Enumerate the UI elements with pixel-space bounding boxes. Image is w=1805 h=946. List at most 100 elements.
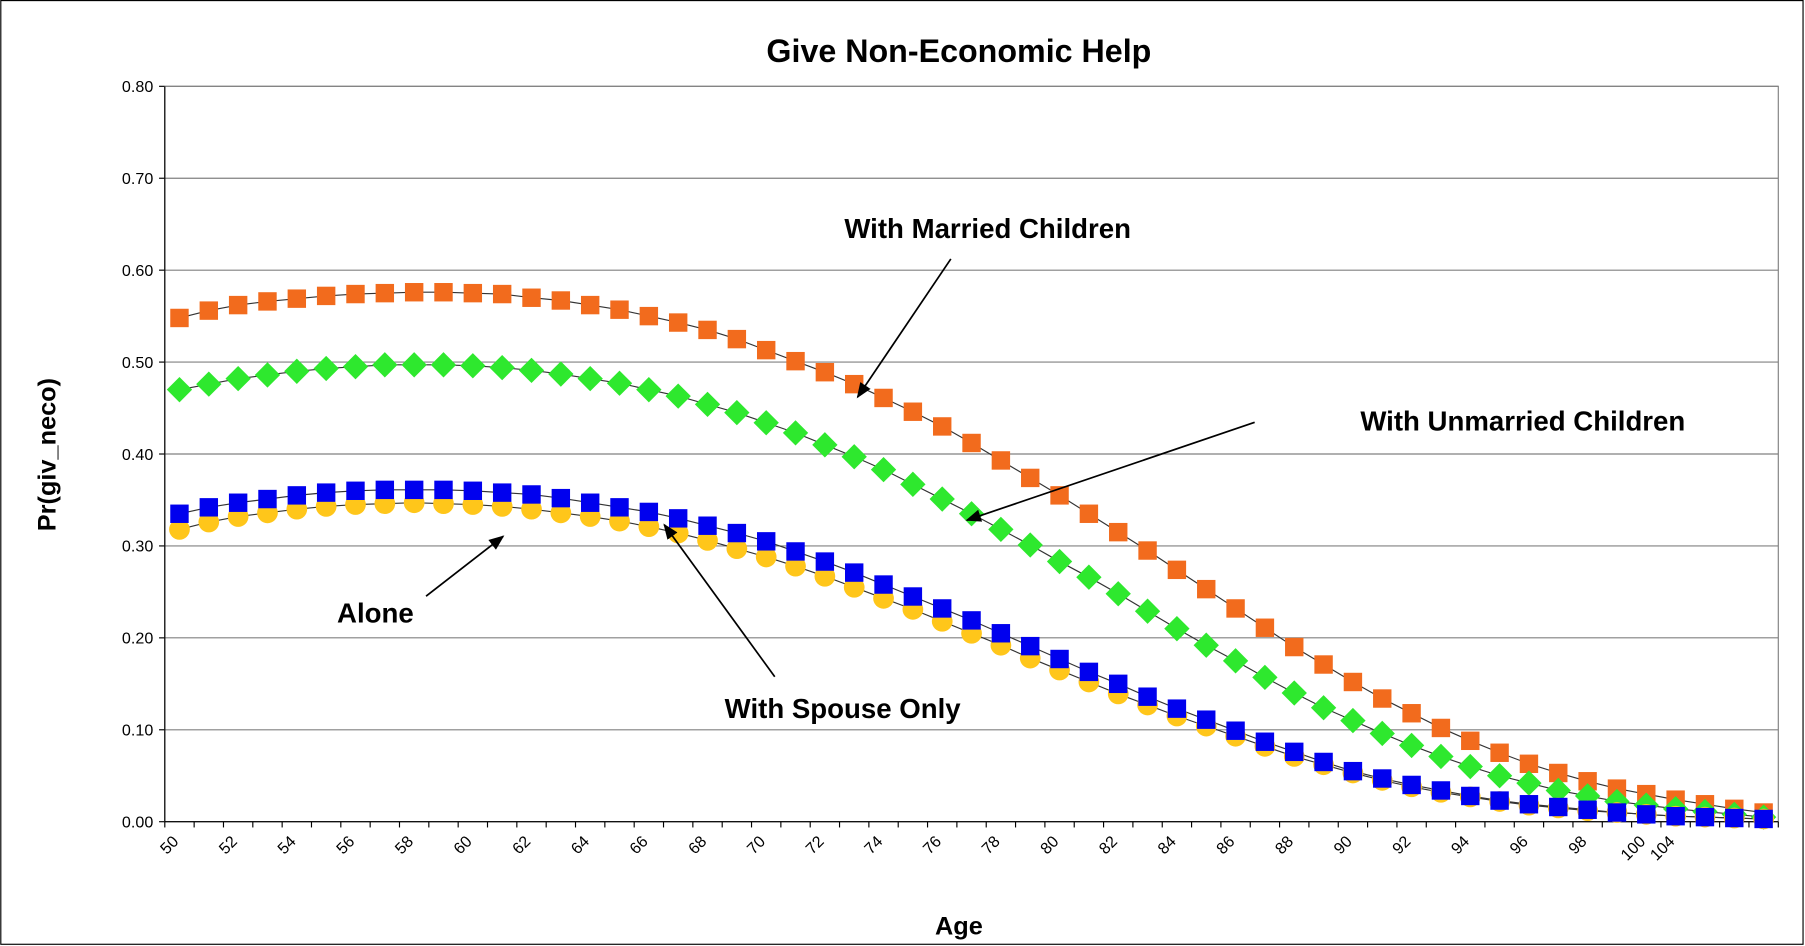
- marker: [1314, 655, 1333, 674]
- y-tick-label: 0.60: [122, 262, 153, 280]
- marker: [521, 498, 542, 520]
- marker: [1461, 786, 1480, 806]
- marker: [753, 410, 779, 436]
- marker: [169, 519, 190, 540]
- y-tick-label: 0.80: [122, 78, 153, 96]
- y-tick-label: 0.10: [122, 722, 153, 740]
- y-axis-label: Pr(giv_neco): [33, 378, 61, 531]
- marker: [196, 371, 222, 397]
- marker: [166, 377, 193, 403]
- marker: [1310, 695, 1337, 721]
- marker: [254, 362, 281, 388]
- marker: [1725, 808, 1744, 828]
- marker: [1252, 664, 1278, 691]
- marker: [606, 370, 633, 396]
- annotation-arrow: [425, 535, 505, 597]
- marker: [1109, 674, 1128, 694]
- marker: [1021, 636, 1040, 656]
- marker: [489, 354, 515, 381]
- marker: [815, 362, 835, 382]
- marker: [1373, 769, 1392, 788]
- marker: [1285, 637, 1304, 657]
- marker: [668, 313, 688, 332]
- marker: [1079, 662, 1099, 682]
- marker: [522, 288, 541, 307]
- annotation-arrow: [856, 258, 952, 399]
- marker: [844, 374, 864, 394]
- marker: [1545, 777, 1571, 804]
- marker: [1490, 743, 1509, 762]
- marker: [550, 502, 572, 524]
- marker: [1340, 707, 1366, 734]
- marker: [434, 283, 453, 302]
- annotation: Alone: [337, 598, 414, 629]
- y-tick-label: 0.70: [122, 170, 153, 188]
- marker: [610, 300, 629, 319]
- annotation-arrow: [965, 421, 1255, 522]
- marker: [933, 599, 952, 618]
- y-tick-label: 0.50: [122, 354, 153, 372]
- y-tick-label: 0.20: [122, 630, 153, 648]
- x-axis-label: Age: [935, 912, 983, 940]
- marker: [1486, 763, 1513, 789]
- marker: [1549, 763, 1568, 783]
- marker: [694, 391, 721, 418]
- marker: [1164, 616, 1190, 642]
- marker: [1695, 807, 1715, 827]
- marker: [1285, 742, 1304, 762]
- marker: [1167, 699, 1187, 718]
- marker: [962, 611, 981, 630]
- marker: [1637, 805, 1656, 824]
- marker: [551, 488, 571, 508]
- marker: [1402, 775, 1421, 795]
- marker: [874, 388, 893, 408]
- marker: [639, 502, 659, 522]
- annotation: With Spouse Only: [725, 693, 962, 724]
- marker: [1428, 743, 1454, 770]
- marker: [1431, 781, 1451, 800]
- marker: [580, 493, 600, 512]
- annotation: With Unmarried Children: [1360, 405, 1685, 436]
- marker: [372, 352, 398, 378]
- marker: [1226, 721, 1245, 740]
- marker: [844, 563, 864, 582]
- marker: [786, 542, 805, 561]
- marker: [287, 289, 307, 308]
- marker: [1666, 806, 1685, 826]
- marker: [518, 357, 545, 384]
- marker: [874, 575, 893, 594]
- marker: [1431, 718, 1451, 738]
- marker: [815, 552, 835, 571]
- marker: [199, 301, 219, 320]
- marker: [1197, 579, 1216, 599]
- marker: [933, 417, 952, 436]
- marker: [548, 361, 574, 387]
- marker: [1197, 710, 1216, 729]
- marker: [991, 451, 1011, 470]
- marker: [460, 353, 486, 379]
- marker: [258, 292, 277, 311]
- marker: [1549, 797, 1568, 817]
- marker: [1754, 809, 1773, 829]
- marker: [316, 483, 336, 502]
- marker: [756, 532, 776, 551]
- marker: [492, 284, 512, 304]
- annotation-arrow: [663, 523, 776, 678]
- marker: [1193, 632, 1219, 658]
- marker: [1607, 779, 1627, 798]
- marker: [170, 504, 189, 523]
- marker: [1226, 599, 1245, 618]
- marker: [665, 383, 691, 409]
- marker: [375, 283, 395, 303]
- marker: [1079, 504, 1099, 523]
- y-tick-label: 0.00: [122, 813, 153, 831]
- marker: [1402, 704, 1421, 723]
- marker: [1607, 803, 1627, 822]
- marker: [638, 516, 660, 537]
- marker: [698, 320, 717, 340]
- marker: [1490, 791, 1509, 810]
- series-markers: [170, 480, 1773, 829]
- marker: [522, 485, 541, 504]
